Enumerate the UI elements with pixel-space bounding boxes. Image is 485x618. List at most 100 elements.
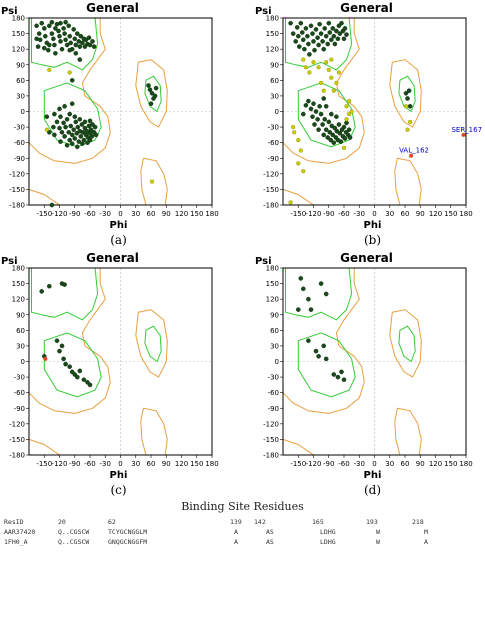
x-tick-label: -30 xyxy=(354,460,365,468)
data-point xyxy=(87,137,93,143)
data-point xyxy=(42,45,47,51)
binding-site-cell: ResID xyxy=(4,518,24,526)
y-tick-label: -30 xyxy=(268,374,279,382)
x-axis-label: Phi xyxy=(110,470,128,481)
data-point xyxy=(149,179,155,184)
chart-panel: -150 -120 -90 -60 -30 0 30 60 90 120 150 1801801501… xyxy=(1,251,219,497)
data-point xyxy=(61,356,66,362)
data-point xyxy=(306,98,311,104)
data-point xyxy=(334,80,339,85)
data-point xyxy=(291,124,296,130)
x-tick-label: 30 xyxy=(385,210,394,218)
data-point xyxy=(87,118,93,124)
data-point xyxy=(58,139,63,144)
data-point xyxy=(72,136,78,141)
data-point xyxy=(342,26,348,31)
data-point xyxy=(323,127,329,132)
data-point xyxy=(409,153,414,158)
y-tick-label: 60 xyxy=(270,77,279,85)
x-tick-label: -120 xyxy=(52,210,68,218)
data-point xyxy=(52,42,57,48)
y-tick-label: 150 xyxy=(266,280,279,288)
data-point xyxy=(86,35,92,41)
data-point xyxy=(330,26,336,31)
data-series xyxy=(295,276,347,383)
data-point xyxy=(339,20,344,26)
data-point xyxy=(148,101,154,106)
data-series xyxy=(34,19,159,208)
data-point xyxy=(317,104,322,109)
x-tick-label: 60 xyxy=(147,460,156,468)
data-point xyxy=(59,46,65,52)
binding-site-cell: M xyxy=(424,528,428,536)
panel-label: (c) xyxy=(110,483,126,497)
favoured-region-contour xyxy=(43,82,102,148)
data-point xyxy=(326,20,332,26)
x-tick-label: 180 xyxy=(205,210,218,218)
binding-site-cell: A xyxy=(234,528,238,536)
binding-site-table: Binding Site Residues ResID 20 62 139 14… xyxy=(0,500,485,550)
x-tick-label: 180 xyxy=(459,460,472,468)
data-point xyxy=(323,356,329,362)
data-point xyxy=(90,39,95,44)
data-point xyxy=(322,26,328,31)
allowed-region-contour xyxy=(282,17,365,164)
chart-panel: -150 -120 -90 -60 -30 0 30 60 90 120 150 1801801501… xyxy=(255,1,482,247)
y-tick-label: -120 xyxy=(9,170,25,178)
data-point xyxy=(51,124,56,130)
data-point xyxy=(61,26,66,31)
chart-panel: -150 -120 -90 -60 -30 0 30 60 90 120 150 1801801501… xyxy=(255,251,473,497)
data-point xyxy=(298,148,303,153)
x-tick-label: 30 xyxy=(385,460,394,468)
panel-label: (a) xyxy=(110,233,127,247)
y-tick-label: -150 xyxy=(263,436,279,444)
y-tick-label: 180 xyxy=(266,15,279,23)
data-point xyxy=(47,129,52,135)
data-point xyxy=(341,145,347,150)
y-tick-label: 30 xyxy=(16,342,25,350)
y-tick-label: 0 xyxy=(275,108,279,116)
data-point xyxy=(320,39,325,44)
x-tick-label: 120 xyxy=(175,460,188,468)
data-point xyxy=(69,141,75,146)
chart-panel: -150 -120 -90 -60 -30 0 30 60 90 120 150 1801801501… xyxy=(1,1,219,247)
data-point xyxy=(149,91,155,96)
data-point xyxy=(87,382,93,388)
data-series xyxy=(44,67,155,184)
data-point xyxy=(296,161,301,166)
data-point xyxy=(84,128,90,134)
data-point xyxy=(72,114,78,119)
y-tick-label: 120 xyxy=(266,296,279,304)
data-point xyxy=(59,129,65,135)
y-tick-label: 150 xyxy=(12,30,25,38)
y-tick-label: 120 xyxy=(12,296,25,304)
y-tick-label: -180 xyxy=(9,202,25,210)
x-tick-label: 120 xyxy=(429,460,442,468)
favoured-region-contour xyxy=(398,325,416,363)
data-point xyxy=(49,202,55,208)
data-point xyxy=(147,87,153,92)
data-point xyxy=(47,283,52,289)
data-point xyxy=(332,41,338,47)
data-point xyxy=(296,44,302,49)
data-point xyxy=(81,377,87,383)
x-tick-label: -30 xyxy=(100,460,111,468)
binding-site-cell: 1FH0_A xyxy=(4,538,28,546)
data-point xyxy=(76,139,82,144)
data-point xyxy=(75,31,80,36)
binding-site-cell: 139 xyxy=(230,518,242,526)
y-tick-label: -120 xyxy=(263,170,279,178)
data-point xyxy=(312,122,317,127)
data-point xyxy=(63,37,68,43)
data-point xyxy=(64,142,70,148)
x-tick-label: -90 xyxy=(69,210,80,218)
x-tick-label: 120 xyxy=(429,210,442,218)
data-point xyxy=(73,119,79,125)
data-point xyxy=(288,200,293,205)
data-point xyxy=(403,91,409,96)
y-tick-label: -150 xyxy=(9,436,25,444)
data-point xyxy=(34,23,39,29)
y-tick-label: -30 xyxy=(14,374,25,382)
favoured-region-contour xyxy=(285,267,353,321)
data-point xyxy=(327,30,333,35)
